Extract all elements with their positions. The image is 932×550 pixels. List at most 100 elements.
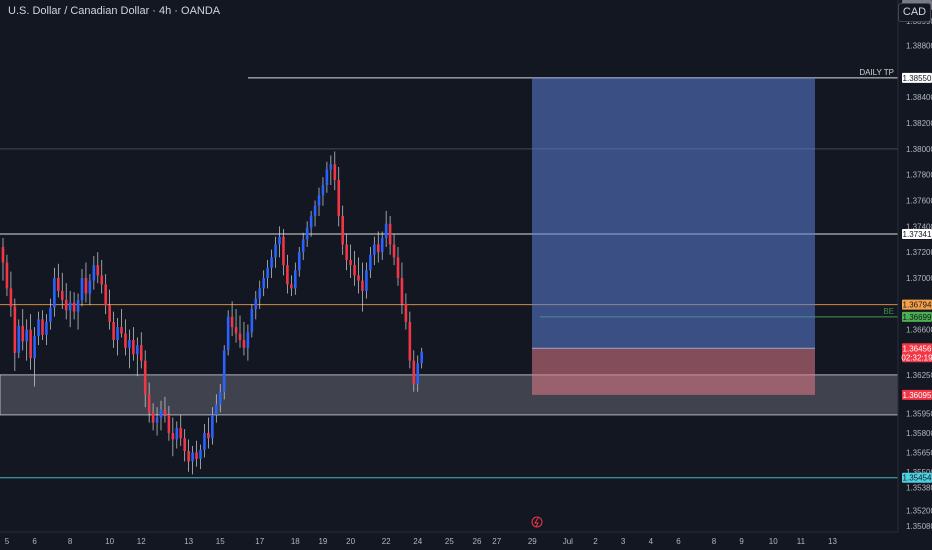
tag-cyan-text: 1.35454 [903,474,932,483]
candle-bull [365,270,368,291]
tag-entry-time: 02:32:19 [901,353,932,362]
candles-layer [1,151,423,475]
candle-bear [112,321,115,341]
candle-bull [305,227,309,240]
candle-bull [246,332,250,348]
candle-bear [9,288,13,307]
candle-bull [128,340,131,348]
tag-orange-text: 1.36794 [903,301,932,310]
candle-bull [222,350,226,392]
candle-bear [96,265,100,276]
candle-bear [21,325,25,342]
candle-bear [132,340,135,355]
time-tick-label: 29 [528,537,537,546]
price-tick-label: 1.35080 [906,522,932,531]
currency-button[interactable]: CAD [898,3,931,22]
candle-bear [108,305,111,322]
candle-bear [337,179,341,217]
candle-bear [404,303,408,322]
candle-bear [120,327,123,334]
candle-bear [341,216,344,245]
candle-bull [301,239,305,253]
tag-stop-bg [902,389,932,400]
candle-bull [80,278,84,300]
time-tick-label: 25 [445,537,454,546]
candle-bear [392,244,396,258]
time-tick-label: 13 [184,537,193,546]
candle-bull [373,244,376,255]
time-tick-label: 24 [413,537,422,546]
price-tick-label: 1.35950 [906,410,932,419]
time-tick-label: 11 [797,537,806,546]
tag-entry-bg [902,343,932,363]
candle-bear [167,414,171,434]
candle-bear [57,278,60,291]
price-tick-label: 1.38000 [906,145,932,154]
candle-bear [376,244,380,253]
time-axis-bg [0,532,932,550]
tag-be-text: 1.36699 [903,313,932,322]
candle-bear [195,452,198,459]
candle-bull [416,363,420,384]
candle-bull [53,278,56,308]
price-tick-label: 1.38800 [906,42,932,51]
candle-bear [41,319,44,335]
time-tick-label: 6 [32,537,37,546]
candle-bull [155,417,159,423]
tag-cyan-bg [902,472,932,483]
time-tick-label: Jul [563,537,573,546]
candle-bull [68,302,72,311]
candle-bull [92,265,96,281]
tag-cyan: 1.35454 [902,472,932,483]
time-tick-label: 19 [318,537,327,546]
candle-bear [84,278,88,294]
candle-bull [191,452,194,462]
position-tool[interactable] [532,77,815,395]
candle-bull [266,267,269,279]
price-tick-label: 1.37400 [906,222,932,231]
time-tick-label: 8 [712,537,717,546]
price-tick-label: 1.38200 [906,119,932,128]
candle-bear [139,345,143,361]
candle-bull [254,298,258,310]
tag-daily-tp-text: 1.38550 [903,74,932,83]
candle-bear [124,333,127,348]
candle-bull [313,205,317,217]
time-tick-label: 10 [105,537,114,546]
symbol-title[interactable]: U.S. Dollar / Canadian Dollar · 4h · OAN… [8,5,221,17]
candle-bull [270,257,273,268]
tag-entry-price: 1.36456 [903,344,932,353]
candle-bear [143,360,147,395]
tag-level-text: 1.37341 [903,230,932,239]
stop-zone [532,348,815,395]
candle-bull [49,307,52,322]
candle-bull [294,270,297,289]
time-axis[interactable]: 5 6 8 10 12 13 15 17 18 19 20 22 24 25 26 27 29 Jul 2 3 4 6 8 9… [0,516,932,550]
candle-bear [5,262,9,289]
candle-bull [136,345,139,355]
level-note: BE [883,307,894,316]
candle-bear [361,280,364,291]
candle-bull [262,278,265,289]
time-tick-label: 18 [291,537,300,546]
candle-bull [384,223,388,238]
time-tick-label: 15 [216,537,225,546]
candle-bear [100,275,104,285]
candle-bear [345,244,348,260]
time-tick-label: 9 [739,537,744,546]
candle-bear [179,427,183,439]
candle-bear [333,164,337,180]
candle-bull [297,252,301,271]
candle-bear [230,316,234,328]
time-tick-label: 22 [382,537,391,546]
candle-bear [282,236,285,266]
candle-bear [183,438,186,452]
candle-bull [380,237,384,253]
candle-bull [159,409,163,418]
candle-bear [388,223,392,245]
candle-bear [104,284,107,306]
candle-bear [29,329,32,359]
candle-bull [321,185,325,196]
price-tick-label: 1.37800 [906,171,932,180]
